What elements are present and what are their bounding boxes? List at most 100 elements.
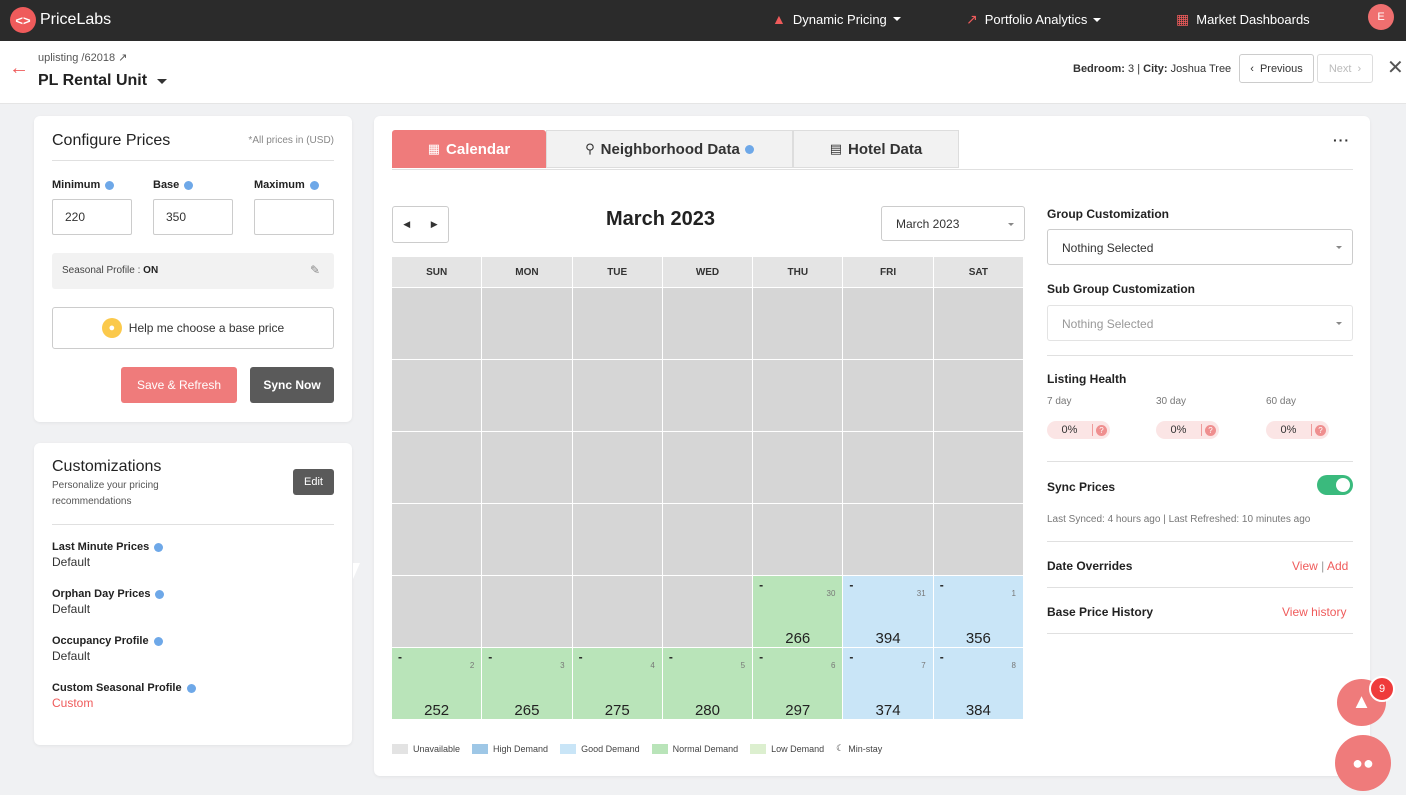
sub-group-customization-select[interactable]: Nothing Selected: [1047, 305, 1353, 341]
calendar-day-cell[interactable]: - 6 297: [753, 648, 844, 719]
view-link[interactable]: View: [1292, 559, 1318, 573]
nav-market-dashboards[interactable]: ▦ Market Dashboards: [1176, 11, 1310, 28]
group-customization-select[interactable]: Nothing Selected: [1047, 229, 1353, 265]
calendar-week-row: [392, 431, 1024, 503]
question-icon[interactable]: ?: [1315, 424, 1326, 436]
tab-hotel-data[interactable]: ▤ Hotel Data: [793, 130, 959, 168]
tab-calendar[interactable]: ▦ Calendar: [392, 130, 546, 168]
nav-dynamic-pricing[interactable]: ▲ Dynamic Pricing: [772, 11, 901, 27]
day-price: 297: [785, 702, 811, 719]
tab-neighborhood-data[interactable]: ⚲ Neighborhood Data: [546, 130, 793, 168]
calendar-day-cell[interactable]: - 30 266: [753, 576, 844, 647]
calendar-day-cell[interactable]: - 2 252: [392, 648, 483, 719]
calendar-day-cell: [482, 432, 573, 503]
close-icon[interactable]: ✕: [1387, 57, 1404, 79]
previous-button[interactable]: ‹ Previous: [1239, 54, 1314, 83]
calendar-day-cell[interactable]: - 8 384: [933, 648, 1024, 719]
unit-name: PL Rental Unit: [38, 72, 148, 89]
save-refresh-button[interactable]: Save & Refresh: [121, 367, 237, 403]
month-select[interactable]: March 2023: [881, 206, 1025, 241]
last-minute-prices: Last Minute Prices Default: [52, 541, 164, 569]
day-price: 280: [694, 702, 720, 719]
help-choose-base-price-button[interactable]: ● Help me choose a base price: [52, 307, 334, 349]
day-number: 2: [469, 661, 475, 670]
calendar-day-cell[interactable]: - 5 280: [662, 648, 754, 719]
info-icon[interactable]: [105, 180, 115, 190]
nav-portfolio-analytics[interactable]: ↗ Portfolio Analytics: [966, 11, 1102, 28]
calendar-week-row: [392, 287, 1024, 359]
calendar-day-cell[interactable]: - 31 394: [843, 576, 934, 647]
maximum-price-input[interactable]: [254, 199, 334, 235]
legend-label: Unavailable: [413, 743, 461, 754]
calendar-day-cell: [753, 432, 844, 503]
base-price-input[interactable]: 350: [153, 199, 233, 235]
calendar-day-cell: [753, 360, 844, 431]
previous-label: Previous: [1259, 62, 1303, 75]
item-label: Orphan Day Prices: [52, 588, 165, 600]
divider: [1047, 541, 1353, 542]
calendar-day-cell[interactable]: - 1 356: [933, 576, 1024, 647]
bedroom-value: 3: [1128, 63, 1135, 75]
link-separator: |: [1321, 559, 1327, 573]
legend-item: Low Demand: [750, 743, 824, 754]
dashboard-icon: ▦: [1176, 11, 1190, 27]
info-icon[interactable]: [309, 180, 319, 190]
question-icon[interactable]: ?: [1096, 424, 1107, 436]
prev-month-icon[interactable]: ◀: [403, 219, 411, 229]
brand-logo[interactable]: <> PriceLabs: [10, 7, 111, 33]
chevron-right-icon: ›: [1357, 62, 1362, 75]
unit-selector[interactable]: PL Rental Unit: [38, 72, 168, 90]
month-title: March 2023: [606, 208, 715, 230]
back-arrow-icon[interactable]: ←: [9, 57, 29, 79]
nav-label: Dynamic Pricing: [792, 11, 887, 27]
calendar-day-cell: [662, 288, 754, 359]
info-icon[interactable]: [155, 589, 165, 599]
chat-icon[interactable]: ●●: [1335, 735, 1391, 791]
next-month-icon[interactable]: ▶: [430, 219, 438, 229]
info-icon[interactable]: [186, 683, 196, 693]
min-stay-dash: -: [939, 578, 944, 592]
day-number: 6: [830, 661, 836, 670]
calendar-day-cell[interactable]: - 7 374: [843, 648, 934, 719]
graduation-cap-icon[interactable]: ▲: [1337, 679, 1386, 726]
calendar-day-cell: [392, 576, 483, 647]
divider: [1047, 355, 1353, 356]
sync-now-button[interactable]: Sync Now: [250, 367, 334, 403]
health-30-day: 30 day: [1156, 396, 1186, 407]
more-options-icon[interactable]: ···: [1333, 132, 1350, 148]
view-history-link[interactable]: View history: [1282, 605, 1347, 619]
breadcrumb[interactable]: uplisting /62018 ↗: [38, 51, 127, 64]
info-icon[interactable]: [153, 636, 163, 646]
minimum-price-input[interactable]: 220: [52, 199, 132, 235]
chevron-down-icon: [892, 17, 901, 21]
calendar-day-cell[interactable]: - 4 275: [572, 648, 663, 719]
day-number: 31: [916, 589, 926, 598]
calendar-day-cell: [753, 504, 844, 575]
item-label: Custom Seasonal Profile: [52, 682, 196, 694]
configure-title: Configure Prices: [52, 132, 171, 149]
divider: [1047, 461, 1353, 462]
pencil-icon[interactable]: ✎: [309, 263, 320, 277]
info-icon[interactable]: [154, 542, 164, 552]
next-button[interactable]: Next ›: [1317, 54, 1373, 83]
custom-link[interactable]: Custom: [52, 696, 94, 710]
info-icon[interactable]: [184, 180, 194, 190]
health-value: 0%: [1047, 424, 1093, 436]
question-icon[interactable]: ?: [1205, 424, 1216, 436]
item-value: Default: [52, 602, 91, 616]
city-label: City:: [1143, 63, 1168, 75]
add-link[interactable]: Add: [1326, 559, 1349, 573]
avatar[interactable]: E: [1368, 4, 1394, 30]
calendar-legend: Unavailable High Demand Good Demand Normal …: [392, 743, 894, 754]
calendar-day-cell[interactable]: - 3 265: [482, 648, 573, 719]
sync-prices-toggle[interactable]: [1317, 475, 1353, 495]
info-icon[interactable]: [744, 144, 754, 154]
minimum-label-text: Minimum: [52, 179, 101, 191]
external-link-icon[interactable]: ↗: [118, 52, 128, 64]
period-label: 7 day: [1047, 396, 1072, 407]
calendar-day-cell: [662, 576, 754, 647]
seasonal-value: ON: [143, 265, 159, 276]
edit-button[interactable]: Edit: [293, 469, 334, 495]
calendar-day-cell: [933, 504, 1024, 575]
select-value: Nothing Selected: [1062, 317, 1154, 331]
